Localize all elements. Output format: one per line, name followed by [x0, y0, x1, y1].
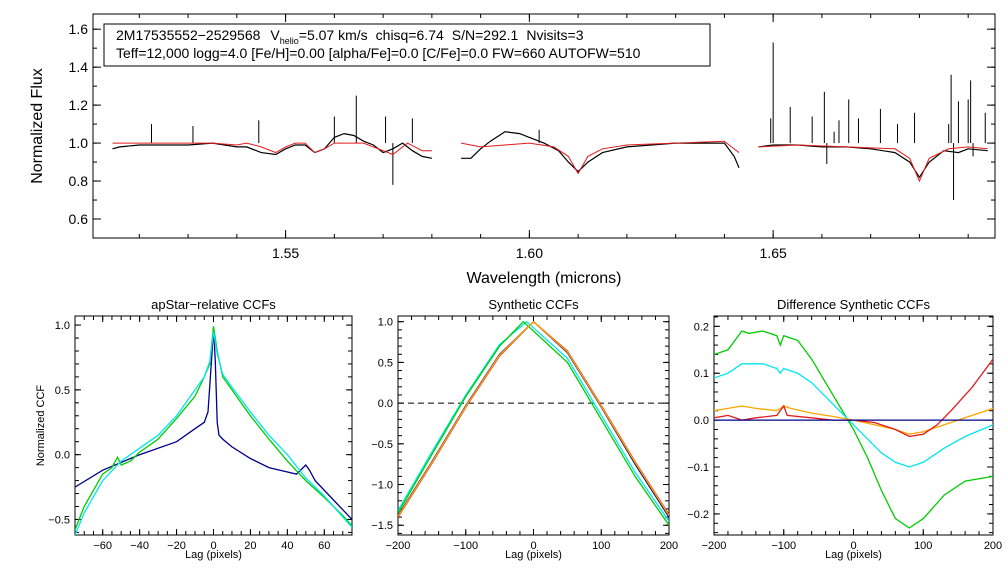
y-tick-label: 0.0	[378, 398, 393, 410]
difference-ccf-panel: −200 −100 0 100 200 −0.2 −0.1 0.0 0.1 0.2 Differen…	[687, 297, 1002, 561]
y-tick-label: 0.8	[69, 173, 89, 189]
y-tick-label: 1.4	[69, 59, 89, 75]
x-tick-label: 200	[984, 540, 1002, 552]
y-tick-label: 0.2	[694, 321, 709, 333]
y-tick-label: 1.2	[69, 97, 89, 113]
x-tick-label: 20	[244, 540, 256, 552]
y-tick-label: 0.5	[55, 385, 70, 397]
x-tick-label: 60	[318, 540, 330, 552]
x-tick-label: 40	[281, 540, 293, 552]
series-visit-2-line	[75, 326, 352, 531]
series-visit-3-line	[75, 331, 352, 535]
x-axis-label: Lag (pixels)	[825, 549, 882, 561]
y-tick-label: −1.0	[371, 479, 393, 491]
header-vhelio-value: =5.07 km/s	[299, 27, 368, 43]
y-tick-label: 1.0	[69, 135, 89, 151]
plot-area	[112, 42, 988, 201]
y-tick-label: 1.0	[378, 317, 393, 329]
x-axis-label: Lag (pixels)	[505, 549, 562, 561]
y-tick-label: −0.2	[687, 509, 709, 521]
header-star-id: 2M17535552−2529568	[116, 27, 261, 43]
header-line-1: 2M17535552−2529568 Vhelio=5.07 km/s chisq=…	[116, 27, 584, 46]
series-diff-green-line	[714, 330, 993, 529]
header-params: Teff=12,000 logg=4.0 [Fe/H]=0.00 [alpha/…	[116, 45, 641, 61]
series-synthetic-2-line	[398, 320, 669, 518]
x-tick-label: 0	[210, 540, 216, 552]
panel-title: apStar−relative CCFs	[151, 297, 276, 312]
x-tick-label: 100	[914, 540, 932, 552]
spectrum-panel: 1.55 1.60 1.65 0.6 0.8 1.0 1.2 1.4 1.6 Wavelength…	[29, 13, 996, 287]
x-tick-label: −20	[167, 540, 186, 552]
plot-frame	[74, 315, 353, 536]
header-border	[103, 23, 711, 67]
x-axis-label: Lag (pixels)	[185, 549, 242, 561]
x-tick-label: −60	[93, 540, 112, 552]
panel-title: Synthetic CCFs	[488, 297, 579, 312]
plot-frame	[92, 13, 996, 239]
plot-area	[75, 326, 352, 535]
y-tick-label: −0.5	[48, 514, 70, 526]
x-tick-label: 100	[592, 540, 610, 552]
x-tick-label: −40	[130, 540, 149, 552]
y-tick-label: 1.0	[55, 320, 70, 332]
series-synthetic-1-line	[398, 320, 669, 518]
x-axis-label: Wavelength (microns)	[466, 270, 621, 287]
x-tick-label: 0	[530, 540, 536, 552]
series-model-line	[112, 142, 432, 156]
y-tick-label: 1.6	[69, 21, 89, 37]
series-observed-line	[112, 132, 433, 159]
plot-area	[714, 330, 993, 529]
apstar-ccf-panel: −60 −40 −20 0 20 40 60 −0.5 0.0 0.5 1.0 apStar−rela…	[35, 297, 353, 561]
series-visit-1-line	[75, 327, 352, 520]
y-tick-label: 0.0	[55, 450, 70, 462]
y-tick-label: 0.5	[378, 357, 393, 369]
y-tick-label: 0.6	[69, 211, 89, 227]
header-chisq: chisq=6.74	[376, 27, 444, 43]
x-tick-label: 0	[850, 540, 856, 552]
y-axis-label: Normalized Flux	[29, 68, 46, 184]
series-model-line	[461, 140, 740, 175]
x-tick-label: −100	[771, 540, 796, 552]
series-synthetic-3-line	[398, 320, 669, 522]
y-tick-label: −1.5	[371, 520, 393, 532]
header-vhelio-v: V	[270, 27, 280, 43]
x-tick-label: −200	[386, 540, 411, 552]
y-tick-label: −0.1	[687, 462, 709, 474]
x-tick-label: −200	[702, 540, 727, 552]
y-axis-label: Normalized CCF	[35, 385, 47, 467]
header-box: 2M17535552−2529568 Vhelio=5.07 km/s chisq=…	[103, 23, 711, 67]
x-tick-label: 1.55	[272, 245, 299, 261]
y-tick-label: 0.0	[694, 415, 709, 427]
x-tick-label: 1.60	[516, 245, 543, 261]
plot-frame	[397, 315, 670, 536]
y-tick-label: −0.5	[371, 439, 393, 451]
series-model-line	[758, 144, 988, 183]
series-synthetic-5-line	[398, 320, 669, 517]
x-tick-label: −100	[453, 540, 478, 552]
series-observed-line	[461, 131, 740, 173]
x-tick-label: 1.65	[760, 245, 787, 261]
plot-area	[398, 320, 669, 526]
x-tick-label: 200	[660, 540, 678, 552]
series-diff-cyan-line	[714, 363, 993, 468]
header-snr: S/N=292.1	[452, 27, 519, 43]
synthetic-ccf-panel: −200 −100 0 100 200 −1.5 −1.0 −0.5 0.0 0.5 1.0 Synt…	[371, 297, 678, 561]
header-nvisits: Nvisits=3	[526, 27, 583, 43]
header-vhelio-sub: helio	[280, 36, 299, 46]
y-tick-label: 0.1	[694, 368, 709, 380]
panel-title: Difference Synthetic CCFs	[777, 297, 930, 312]
series-synthetic-4-line	[398, 320, 669, 526]
